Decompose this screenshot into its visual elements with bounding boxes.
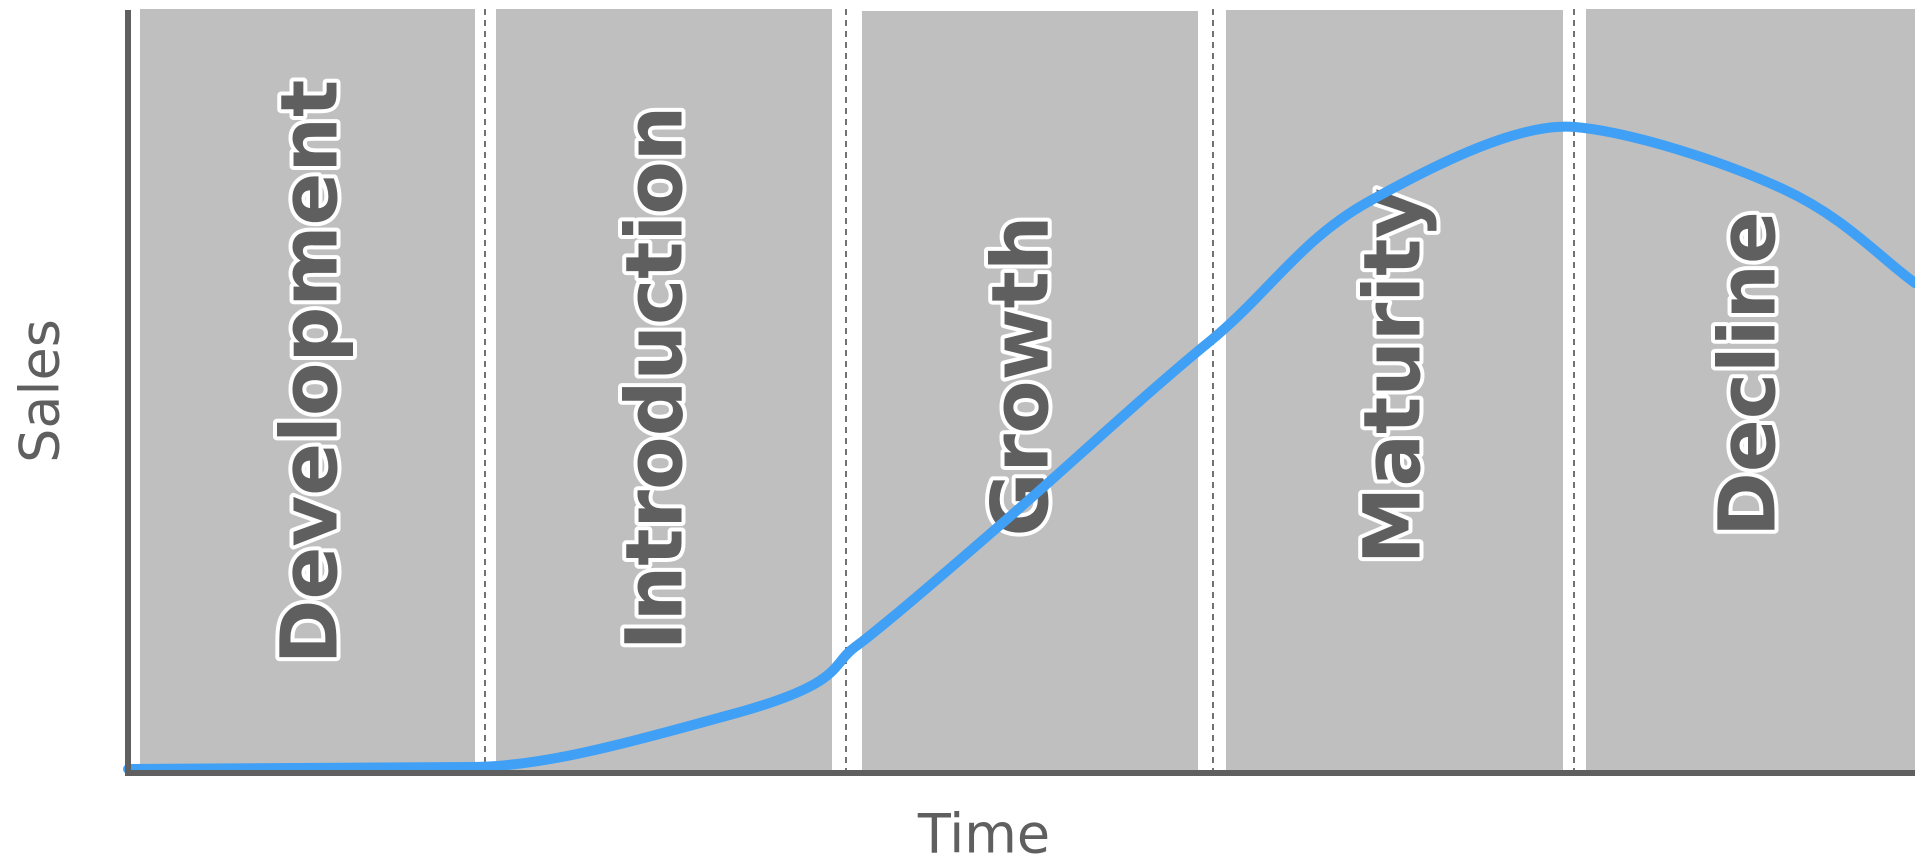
x-axis-label: Time xyxy=(917,803,1050,862)
stage-panel xyxy=(862,11,1198,770)
stage-label: Maturity xyxy=(1348,188,1438,564)
stage-panel xyxy=(140,9,475,770)
y-axis-label: Sales xyxy=(9,319,72,463)
stage-panel xyxy=(496,9,832,770)
sales-curve xyxy=(123,121,1915,774)
stage-label: Introduction xyxy=(610,106,700,651)
stage-label: Decline xyxy=(1703,211,1793,537)
stage-label: Growth xyxy=(976,216,1066,537)
stage-label: Development xyxy=(265,80,355,665)
